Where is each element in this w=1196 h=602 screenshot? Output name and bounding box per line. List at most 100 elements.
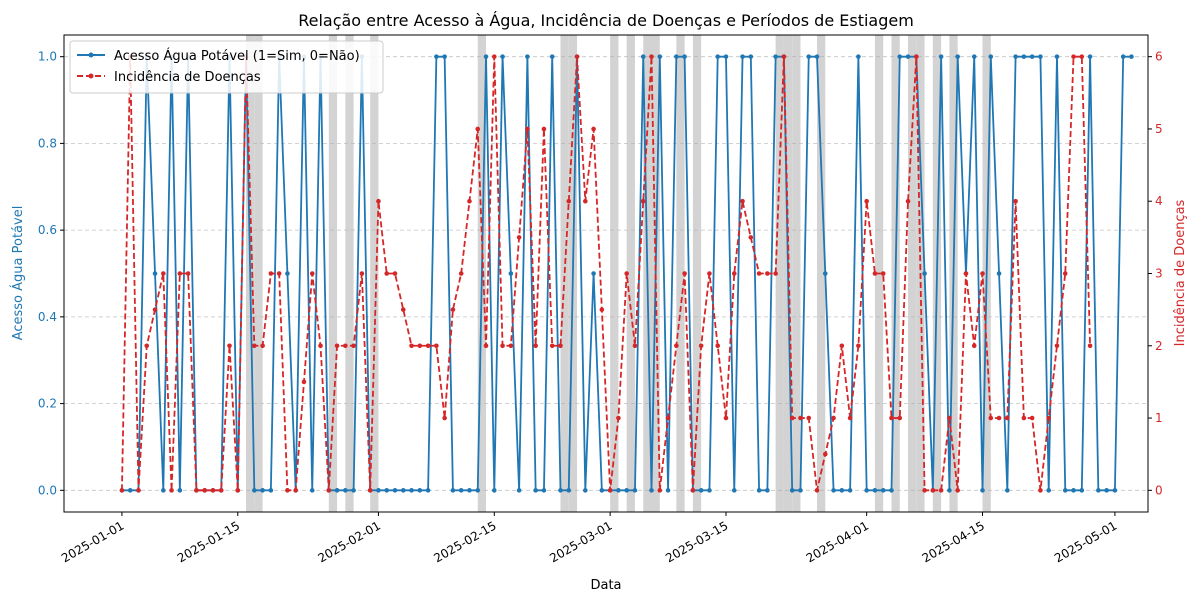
water-access-point xyxy=(309,488,315,493)
water-access-point xyxy=(442,54,447,59)
water-access-point xyxy=(268,488,274,493)
disease-incidence-point xyxy=(136,488,141,493)
y-axis-left-label: Acesso Água Potável xyxy=(10,206,26,341)
water-access-point xyxy=(152,271,158,276)
y-right-tick-label: 4 xyxy=(1155,194,1163,208)
disease-incidence-point xyxy=(723,415,729,421)
water-access-point xyxy=(1079,488,1085,493)
disease-incidence-point xyxy=(831,415,836,421)
disease-incidence-point xyxy=(591,126,596,132)
disease-incidence-point xyxy=(533,343,538,349)
disease-incidence-point xyxy=(781,54,787,59)
water-access-point xyxy=(847,488,853,493)
disease-incidence-point xyxy=(152,307,158,312)
disease-incidence-line xyxy=(121,55,1091,492)
water-access-point xyxy=(682,54,687,59)
disease-incidence-point xyxy=(566,198,572,204)
disease-incidence-point xyxy=(434,343,439,349)
water-access-point xyxy=(1062,488,1068,493)
water-access-point xyxy=(723,54,729,59)
disease-incidence-point xyxy=(500,343,505,349)
disease-incidence-point xyxy=(119,488,125,493)
disease-incidence-point xyxy=(731,271,737,276)
disease-incidence-point xyxy=(955,488,960,493)
disease-incidence-point xyxy=(583,198,588,204)
water-access-point xyxy=(599,488,605,493)
water-access-point xyxy=(1021,54,1027,59)
water-access-point xyxy=(822,271,828,276)
drought-band xyxy=(792,35,801,512)
water-access-point xyxy=(889,488,894,493)
y-right-tick-label: 0 xyxy=(1155,483,1163,497)
disease-incidence-point xyxy=(400,307,406,312)
water-access-point xyxy=(1120,54,1126,59)
disease-incidence-point xyxy=(425,343,431,349)
water-access-point xyxy=(674,54,679,59)
drought-band xyxy=(692,35,702,512)
disease-incidence-point xyxy=(947,415,952,421)
disease-incidence-point xyxy=(649,54,654,59)
disease-incidence-point xyxy=(756,271,762,276)
disease-incidence-point xyxy=(765,271,770,276)
disease-incidence-point xyxy=(740,198,745,204)
water-access-point xyxy=(1054,54,1060,59)
water-access-point xyxy=(856,54,861,59)
disease-incidence-point xyxy=(268,271,274,276)
water-access-point xyxy=(657,54,663,59)
drought-band xyxy=(775,35,784,512)
water-access-point xyxy=(938,54,944,59)
water-access-point xyxy=(483,54,489,59)
legend: Acesso Água Potável (1=Sim, 0=Não) Incid… xyxy=(69,40,384,94)
water-access-point xyxy=(409,488,414,493)
water-access-point xyxy=(922,271,927,276)
disease-incidence-point xyxy=(715,343,721,349)
disease-incidence-point xyxy=(930,488,936,493)
water-access-point xyxy=(1087,54,1093,59)
disease-incidence-point xyxy=(773,271,778,276)
disease-incidence-point xyxy=(260,343,265,349)
disease-incidence-point xyxy=(525,126,530,132)
disease-incidence-point xyxy=(202,488,207,493)
water-access-point xyxy=(252,488,257,493)
legend-label-disease: Incidência de Doenças xyxy=(114,70,261,85)
water-access-point xyxy=(839,488,845,493)
disease-incidence-point xyxy=(748,235,754,240)
water-access-point xyxy=(127,488,133,493)
disease-incidence-point xyxy=(285,488,290,493)
disease-incidence-point xyxy=(922,488,927,493)
water-access-point xyxy=(971,54,977,59)
disease-incidence-point xyxy=(847,415,853,421)
water-access-point xyxy=(624,488,629,493)
disease-incidence-point xyxy=(707,271,712,276)
legend-box xyxy=(69,40,384,94)
disease-incidence-point xyxy=(309,271,315,276)
y-right-tick-label: 1 xyxy=(1155,411,1163,425)
disease-incidence-point xyxy=(194,488,199,493)
water-access-point xyxy=(351,488,356,493)
disease-incidence-point xyxy=(1021,415,1027,421)
water-access-point xyxy=(1104,488,1109,493)
disease-incidence-point xyxy=(1062,271,1068,276)
disease-incidence-point xyxy=(640,198,646,204)
legend-label-water: Acesso Água Potável (1=Sim, 0=Não) xyxy=(114,48,360,64)
disease-incidence-point xyxy=(996,415,1002,421)
water-access-point xyxy=(798,488,803,493)
water-access-point xyxy=(376,488,381,493)
disease-incidence-point xyxy=(210,488,216,493)
disease-incidence-point xyxy=(409,343,414,349)
water-access-point xyxy=(814,54,820,59)
disease-incidence-point xyxy=(1005,415,1010,421)
disease-incidence-point xyxy=(938,488,944,493)
drought-band xyxy=(254,35,263,512)
disease-incidence-point xyxy=(856,343,861,349)
disease-incidence-point xyxy=(674,343,679,349)
disease-incidence-point xyxy=(905,198,911,204)
disease-incidence-point xyxy=(376,198,381,204)
water-access-point xyxy=(806,54,812,59)
disease-incidence-point xyxy=(541,126,547,132)
disease-incidence-point xyxy=(872,271,878,276)
water-access-point xyxy=(773,54,778,59)
disease-incidence-point xyxy=(318,343,323,349)
disease-incidence-point xyxy=(392,271,398,276)
disease-incidence-point xyxy=(450,307,456,312)
